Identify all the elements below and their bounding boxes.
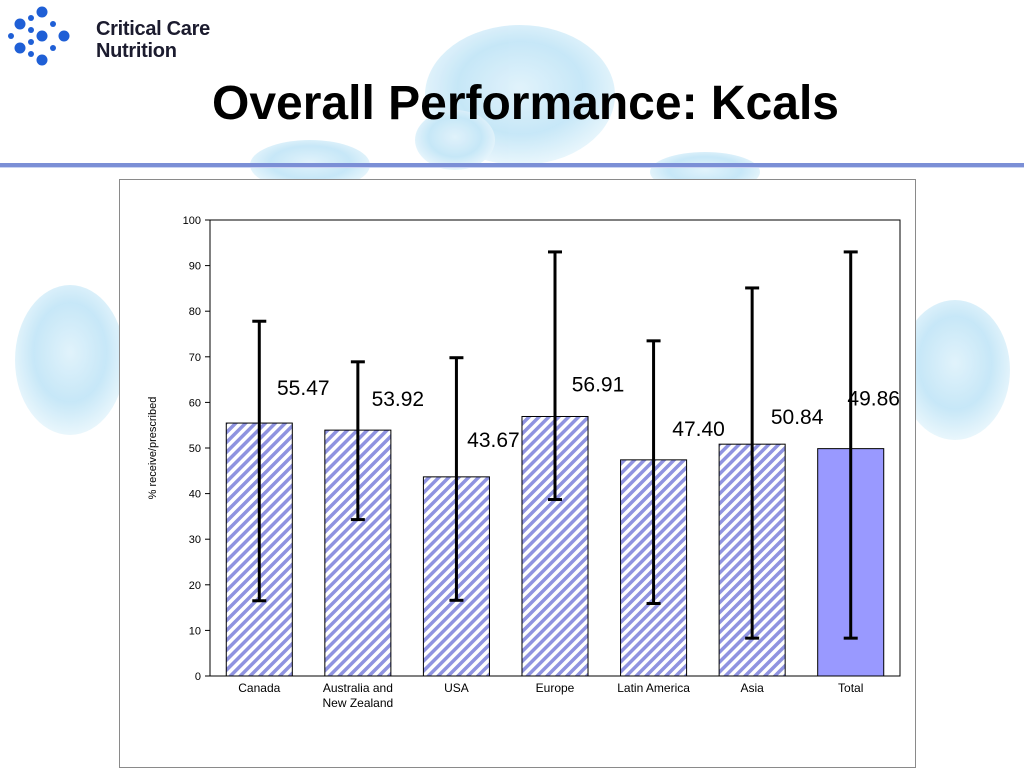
x-axis: Canada Australia and New Zealand USA Europe L… [238,681,863,710]
logo-dot [14,18,26,30]
y-tick-label: 90 [189,261,201,273]
logo-dot [50,21,56,27]
x-tick-label: Europe [536,681,575,695]
data-label: 50.84 [771,406,824,429]
data-labels-group: 55.47 53.92 43.67 56.91 47.40 50.84 49.86 [277,373,900,451]
x-tick-label: Australia and New Zealand [322,681,393,710]
logo-dot [50,45,56,51]
y-tick-label: 80 [189,306,201,318]
data-label: 47.40 [672,418,725,441]
y-axis: 0 10 20 30 40 50 60 70 80 90 100 [183,215,210,683]
x-tick-label: USA [444,681,469,695]
logo-dot [28,15,34,21]
y-tick-label: 40 [189,489,201,501]
slide-title: Overall Performance: Kcals [212,77,839,130]
logo-wordmark: Critical Care Nutrition [96,18,210,62]
title-divider [0,163,1024,167]
logo-dot [36,30,48,42]
logo-line-1: Critical Care [96,18,210,40]
y-axis-label: % receive/prescribed [147,397,159,500]
y-tick-label: 50 [189,443,201,455]
error-bars-group [252,250,858,640]
y-tick-label: 10 [189,625,201,637]
logo: Critical Care Nutrition [4,4,219,70]
data-label: 43.67 [467,429,520,452]
y-tick-label: 30 [189,534,201,546]
x-tick-label: Total [838,681,863,695]
y-tick-label: 20 [189,580,201,592]
y-tick-label: 60 [189,397,201,409]
y-tick-label: 0 [195,671,201,683]
logo-dot [14,42,26,54]
chart-panel: 0 10 20 30 40 50 60 70 80 90 100 55.47 53.92 43.67 56… [119,179,916,768]
dot-cluster-icon [8,6,70,66]
y-tick-label: 70 [189,352,201,364]
logo-dot [58,30,70,42]
x-tick-label: Latin America [617,681,690,695]
title-divider-highlight [0,167,1024,168]
bar-chart: 0 10 20 30 40 50 60 70 80 90 100 55.47 53.92 43.67 56… [147,215,901,710]
y-tick-label: 100 [183,215,201,227]
logo-dot [28,51,34,57]
logo-dot [36,6,48,18]
x-tick-label: Canada [238,681,280,695]
data-label: 55.47 [277,377,330,400]
data-label: 49.86 [847,388,900,411]
logo-dot [28,27,34,33]
data-label: 56.91 [572,373,625,396]
logo-dot [8,33,14,39]
data-label: 53.92 [372,388,425,411]
logo-line-2: Nutrition [96,40,177,62]
logo-dot [36,54,48,66]
x-tick-label: Asia [740,681,764,695]
logo-dot [28,39,34,45]
